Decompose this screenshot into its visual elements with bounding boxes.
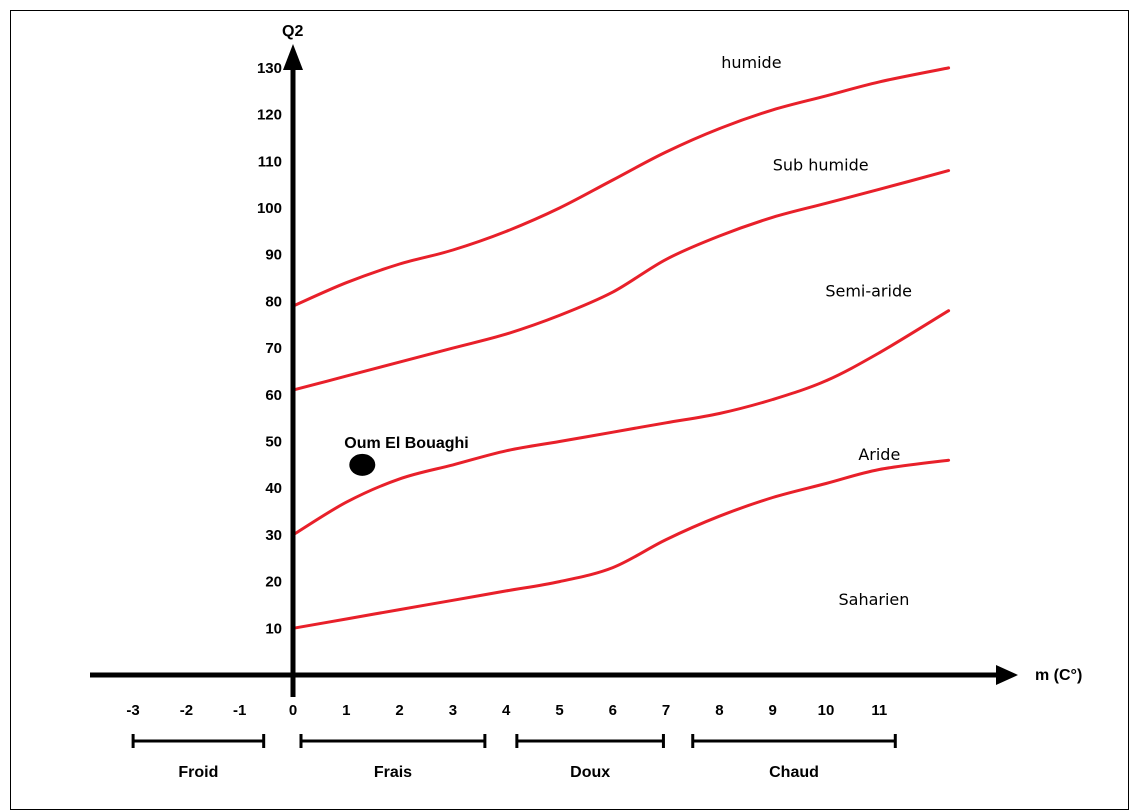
- x-tick-label: -3: [126, 702, 139, 719]
- x-tick-label: 10: [818, 702, 835, 719]
- y-tick-label: 110: [258, 153, 282, 170]
- y-tick-label: 120: [257, 107, 282, 124]
- x-axis-title: m (C°): [1035, 667, 1082, 684]
- y-tick-label: 10: [265, 620, 282, 637]
- y-tick-label: 60: [265, 387, 282, 404]
- x-tick-label: 5: [555, 702, 563, 719]
- y-tick-label: 20: [265, 574, 282, 591]
- station-marker: [349, 453, 376, 476]
- region-label: Semi-aride: [825, 282, 912, 301]
- y-axis-title: Q2: [282, 23, 303, 40]
- y-tick-label: 90: [265, 247, 282, 264]
- region-label: Saharien: [839, 590, 910, 609]
- axes: [90, 44, 1018, 697]
- limit-curve-3: [291, 309, 951, 537]
- x-tick-label: 0: [289, 702, 297, 719]
- zone-label: Frais: [374, 764, 412, 781]
- region-label: Aride: [858, 445, 900, 464]
- y-tick-label: 80: [265, 293, 282, 310]
- zone-label: Froid: [178, 764, 218, 781]
- zone-label: Chaud: [769, 764, 819, 781]
- zone-label: Doux: [570, 764, 610, 781]
- y-tick-label: 70: [265, 340, 282, 357]
- x-axis-arrow: [996, 665, 1018, 685]
- station-point: Oum El Bouaghi: [344, 435, 469, 476]
- limit-curve-4: [291, 458, 951, 630]
- x-tick-label: -2: [180, 702, 193, 719]
- temperature-zones: Froid Frais Doux Chaud: [131, 734, 897, 781]
- x-tick-label: 11: [871, 702, 887, 719]
- x-tick-label: 6: [609, 702, 617, 719]
- tick-labels: 10 20 30 40 50 60 70 80 90 100 110 120 130 -3 -2 -1 0 1 2 3…: [126, 60, 887, 719]
- y-tick-label: 50: [265, 434, 282, 451]
- y-axis-arrow: [283, 44, 303, 70]
- x-tick-label: 2: [395, 702, 403, 719]
- region-label: Sub humide: [773, 156, 869, 175]
- region-labels: humide Sub humide Semi-aride Aride Saharien: [721, 53, 912, 609]
- x-tick-label: -1: [233, 702, 246, 719]
- y-tick-label: 40: [265, 480, 282, 497]
- x-tick-label: 7: [662, 702, 670, 719]
- region-label: humide: [721, 53, 781, 72]
- y-tick-label: 100: [257, 200, 282, 217]
- limit-curve-1: [291, 66, 951, 308]
- station-label: Oum El Bouaghi: [344, 435, 468, 452]
- x-tick-label: 4: [502, 702, 511, 719]
- y-tick-label: 130: [257, 60, 282, 77]
- x-tick-label: 1: [342, 702, 350, 719]
- limit-curve-2: [291, 169, 951, 392]
- x-tick-label: 9: [769, 702, 777, 719]
- x-tick-label: 8: [715, 702, 723, 719]
- climate-curves: [291, 66, 951, 630]
- x-tick-label: 3: [449, 702, 457, 719]
- y-tick-label: 30: [265, 527, 282, 544]
